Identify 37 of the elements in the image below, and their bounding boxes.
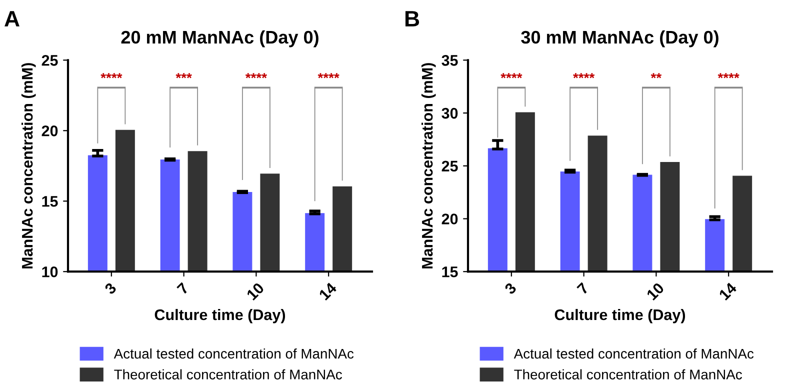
y-tick-label: 10	[42, 266, 58, 278]
x-axis-title: Culture time (Day)	[154, 308, 286, 324]
y-tick-label: 25	[442, 160, 458, 172]
x-tick-label: 3	[104, 282, 117, 296]
annotation: **	[650, 73, 662, 78]
y-axis-title: ManNAc concentration (mM)	[21, 63, 36, 268]
x-tick-label: 7	[576, 282, 590, 295]
annotation: ****	[500, 73, 522, 78]
x-tick-label: 10	[646, 282, 665, 301]
y-tick-label: 30	[442, 108, 458, 119]
x-tick-label: 7	[176, 282, 190, 295]
chart-title: 30 mM ManNAc (Day 0)	[521, 30, 718, 48]
annotation: ***	[176, 73, 192, 78]
legend-label: Actual tested concentration of ManNAc	[514, 348, 754, 359]
y-tick-label: 35	[442, 55, 458, 66]
legend-label: Actual tested concentration of ManNAc	[114, 348, 354, 359]
chart-title: 20 mM ManNAc (Day 0)	[121, 30, 318, 48]
x-axis-title: Culture time (Day)	[554, 308, 686, 324]
x-tick-label: 10	[246, 282, 265, 301]
y-tick-label: 15	[442, 266, 458, 278]
x-tick-label: 14	[718, 282, 738, 300]
y-tick-label: 15	[42, 196, 58, 207]
annotation: ****	[100, 73, 122, 78]
text: B	[405, 11, 420, 26]
y-tick-label: 20	[42, 125, 58, 136]
y-tick-label: 25	[42, 55, 58, 66]
y-axis-title: ManNAc concentration (mM)	[421, 63, 436, 268]
annotation: ****	[245, 73, 267, 78]
text: A	[4, 11, 20, 26]
x-tick-label: 3	[504, 282, 517, 296]
annotation: ****	[573, 73, 595, 78]
legend-label: Theoretical concentration of ManNAc	[114, 369, 342, 380]
y-tick-label: 20	[442, 214, 458, 224]
x-tick-label: 14	[318, 282, 338, 300]
annotation: ****	[318, 73, 340, 78]
annotation: ****	[718, 73, 740, 78]
legend-label: Theoretical concentration of ManNAc	[514, 369, 742, 380]
